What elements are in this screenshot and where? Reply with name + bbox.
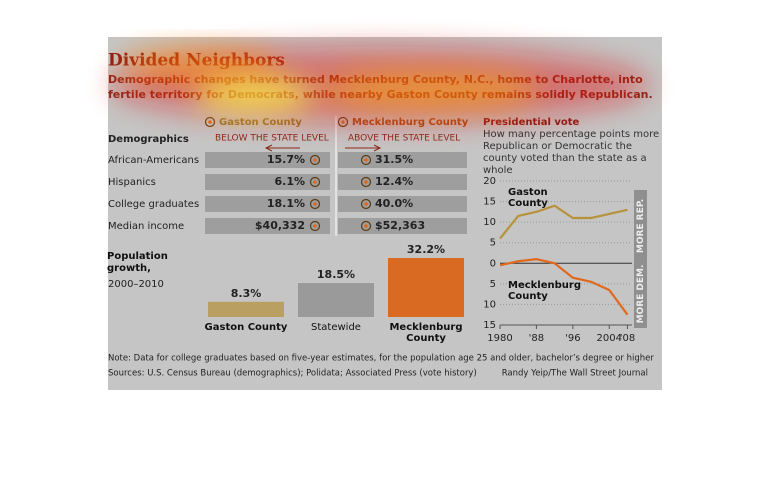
credit: Randy Yeip/The Wall Street Journal (502, 369, 648, 379)
arrow-left (264, 144, 300, 152)
bar-category-label-box: Mecklenburg County (389, 322, 463, 344)
y-tick-label: 0 (490, 258, 496, 269)
cell-value: 6.1% (274, 175, 305, 188)
cell-icon-center (313, 158, 317, 162)
bar-category-label-box: Statewide (311, 322, 361, 333)
column-icon-center (341, 120, 345, 124)
upper-label: MORE REP. (636, 199, 646, 253)
bar-chart-title: Population growth, (107, 251, 168, 274)
subtitle-box: Demographic changes have turned Mecklenb… (108, 73, 653, 101)
cell-icon-center (364, 180, 368, 184)
cell-value: $40,332 (255, 219, 305, 232)
cell-icon-center (313, 180, 317, 184)
cell-icon (309, 220, 321, 232)
row-band (205, 196, 330, 212)
column-note: BELOW THE STATE LEVEL (215, 134, 329, 144)
row-label: Median income (108, 221, 184, 232)
title: Divided Neighbors (108, 51, 285, 71)
cell-icon (360, 220, 372, 232)
row-band (338, 218, 467, 234)
row-band (338, 174, 467, 190)
demographics-title: Demographics (108, 134, 189, 145)
cell-value: 18.1% (267, 197, 305, 210)
line-chart-title: Presidential vote (483, 117, 580, 128)
cell-icon (309, 176, 321, 188)
bar-chart-title-box: Population growth, (107, 251, 168, 274)
y-tick-label: 15 (483, 197, 496, 208)
row-band (205, 218, 330, 234)
bar-category-label: Gaston County (204, 322, 288, 333)
line-series (499, 258, 629, 316)
bar-category-label: Statewide (311, 322, 361, 333)
bar-category-label-box: Gaston County (204, 322, 288, 333)
column-note: ABOVE THE STATE LEVEL (348, 134, 460, 144)
row-band (205, 152, 330, 168)
x-tick-label: 2004 (597, 333, 622, 344)
cell-value: 15.7% (267, 153, 305, 166)
cell-icon-center (313, 224, 317, 228)
cell-icon-center (364, 202, 368, 206)
series-label: Gaston County (508, 187, 548, 209)
cell-icon (360, 198, 372, 210)
side-band (634, 190, 647, 328)
y-tick-label: 5 (490, 238, 496, 249)
cell-icon (360, 176, 372, 188)
y-tick-label: 5 (490, 279, 496, 290)
bar-value-label: 8.3% (231, 287, 262, 300)
series-label-box: Mecklenburg County (508, 280, 582, 302)
line-chart-subtitle-box: How many percentage points more Republic… (483, 129, 660, 173)
column-name: Gaston County (219, 117, 302, 128)
lower-label: MORE DEM. (636, 265, 646, 324)
x-tick-label: 1980 (487, 333, 512, 344)
bar (298, 283, 374, 317)
subtitle: Demographic changes have turned Mecklenb… (108, 73, 653, 101)
x-tick-label: '08 (620, 333, 635, 344)
row-band (338, 196, 467, 212)
column-name: Mecklenburg County (352, 117, 469, 128)
row-band (338, 152, 467, 168)
bar-chart-subtitle: 2000–2010 (108, 279, 164, 290)
cell-icon (360, 154, 372, 166)
arrow-right (345, 144, 382, 152)
x-tick-label: '88 (529, 333, 544, 344)
bar-value-label: 18.5% (317, 268, 355, 281)
y-tick-label: 15 (483, 320, 496, 331)
line-series (499, 204, 628, 240)
cell-value: 31.5% (375, 153, 413, 166)
cell-value: 40.0% (375, 197, 413, 210)
cell-icon (309, 198, 321, 210)
series-label-box: Gaston County (508, 187, 548, 209)
cell-value: $52,363 (375, 219, 425, 232)
cell-icon-center (313, 202, 317, 206)
row-label: African-Americans (108, 155, 199, 166)
series-label: Mecklenburg County (508, 280, 582, 302)
note: Note: Data for college graduates based o… (108, 354, 654, 364)
sources: Sources: U.S. Census Bureau (demographic… (108, 369, 477, 379)
bar (388, 258, 464, 317)
x-tick-label: '96 (565, 333, 580, 344)
cell-icon-center (364, 224, 368, 228)
line-chart-subtitle: How many percentage points more Republic… (483, 129, 660, 173)
y-tick-label: 10 (483, 299, 496, 310)
bar (208, 301, 284, 317)
bar-category-label: Mecklenburg County (389, 322, 463, 344)
row-label: College graduates (108, 199, 199, 210)
cell-icon-center (364, 158, 368, 162)
row-band (205, 174, 330, 190)
cell-icon (309, 154, 321, 166)
row-label: Hispanics (108, 177, 156, 188)
y-tick-label: 10 (483, 217, 496, 228)
column-icon-center (208, 120, 212, 124)
y-tick-label: 20 (483, 176, 496, 187)
cell-value: 12.4% (375, 175, 413, 188)
bar-value-label: 32.2% (407, 243, 445, 256)
